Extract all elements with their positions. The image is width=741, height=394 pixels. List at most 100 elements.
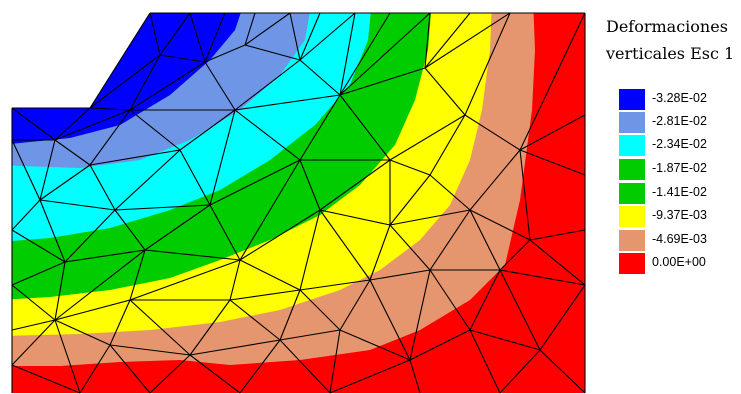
mesh-edge	[114, 209, 146, 251]
mesh-edge	[329, 329, 341, 394]
mesh-edge	[519, 149, 586, 176]
mesh-edge	[229, 299, 281, 341]
legend-swatch	[619, 206, 645, 227]
mesh-edge	[109, 299, 131, 346]
mesh-edge	[189, 12, 206, 63]
mesh-edge	[234, 94, 341, 111]
mesh-edge	[229, 259, 241, 301]
mesh-edge	[89, 109, 131, 166]
mesh-edge	[389, 114, 466, 161]
mesh-edge	[89, 149, 181, 166]
legend-label: -2.81E-02	[652, 114, 707, 128]
mesh-edge	[469, 329, 541, 351]
mesh-edge	[64, 249, 146, 263]
mesh-edge	[204, 12, 226, 63]
mesh-edge	[539, 284, 586, 351]
mesh-edge	[89, 12, 151, 109]
mesh-edge	[11, 364, 81, 394]
legend-label: -4.69E-03	[652, 232, 707, 246]
legend-swatch	[619, 230, 645, 251]
mesh-edge	[499, 269, 586, 286]
mesh-edge	[239, 259, 301, 291]
mesh-edge	[429, 209, 471, 271]
mesh-edge	[529, 229, 586, 241]
mesh-edge	[329, 359, 411, 394]
mesh-edge	[429, 269, 471, 331]
mesh-edge	[129, 259, 241, 301]
mesh-edge	[499, 269, 541, 351]
mesh-edge	[129, 249, 146, 301]
mesh-edge	[11, 199, 41, 231]
mesh-edge	[189, 299, 231, 356]
mesh-edge	[64, 209, 116, 263]
mesh-edge	[114, 149, 181, 211]
mesh-edge	[339, 12, 431, 96]
mesh-edge	[189, 339, 281, 356]
mesh-edge	[519, 12, 586, 151]
mesh-edge	[39, 199, 66, 263]
mesh-edge	[469, 329, 501, 394]
mesh-edge	[319, 209, 391, 226]
mesh-edge	[239, 339, 281, 394]
mesh-edge	[469, 269, 501, 331]
mesh-edge	[89, 107, 131, 111]
mesh-edge	[39, 164, 91, 201]
mesh-edge	[129, 299, 191, 356]
mesh-edge	[54, 139, 91, 166]
mesh-edge	[279, 329, 341, 341]
mesh-edge	[179, 109, 236, 151]
mesh-edge	[429, 174, 471, 211]
mesh-edge	[319, 159, 391, 211]
mesh-edge	[299, 289, 341, 331]
mesh-edge	[144, 204, 211, 251]
mesh-edge	[299, 12, 321, 61]
mesh-edge	[109, 344, 191, 356]
mesh-edge	[149, 12, 161, 56]
legend-item: -2.34E-02	[619, 134, 737, 157]
mesh-edge	[244, 12, 291, 46]
mesh-edge	[389, 209, 471, 226]
mesh-edge	[54, 299, 131, 321]
mesh-edge	[299, 94, 341, 161]
mesh-edge	[129, 109, 181, 151]
mesh-edge	[469, 209, 501, 271]
legend-item: -9.37E-03	[619, 205, 737, 228]
mesh-edge	[319, 209, 371, 281]
mesh-edge	[11, 319, 56, 331]
legend-swatch	[619, 89, 645, 110]
mesh-edge	[499, 239, 531, 271]
mesh-edge	[339, 12, 391, 96]
legend-item: -3.28E-02	[619, 88, 737, 111]
legend-label: 0.00E+00	[652, 255, 706, 269]
mesh-edge	[11, 139, 41, 201]
legend-label: -1.87E-02	[652, 161, 707, 175]
legend-label: -9.37E-03	[652, 208, 707, 222]
legend-item: -1.41E-02	[619, 182, 737, 205]
mesh-edge	[11, 284, 56, 321]
mesh-edge	[469, 209, 531, 241]
legend-title-line1: Deformaciones	[606, 17, 728, 36]
mesh-edge	[369, 269, 431, 281]
mesh-edge	[424, 12, 471, 69]
mesh-edge	[79, 344, 111, 394]
mesh-edge	[114, 204, 211, 211]
mesh-edge	[11, 319, 56, 366]
mesh-edge	[464, 12, 511, 116]
mesh-edge	[539, 349, 586, 394]
mesh-edge	[424, 67, 466, 116]
mesh-edge	[289, 12, 301, 61]
mesh-edge	[529, 239, 586, 286]
legend-swatch	[619, 183, 645, 204]
mesh-edge	[409, 329, 471, 361]
mesh-edge	[54, 261, 66, 321]
mesh-edge	[54, 319, 81, 394]
legend-item: 0.00E+00	[619, 252, 737, 275]
mesh-edge	[389, 159, 431, 176]
legend-label: -1.41E-02	[652, 185, 707, 199]
legend-item: -2.81E-02	[619, 111, 737, 134]
mesh-edge	[339, 67, 426, 96]
mesh-edge	[389, 174, 431, 226]
mesh-edge	[129, 61, 206, 111]
mesh-edge	[409, 359, 421, 394]
